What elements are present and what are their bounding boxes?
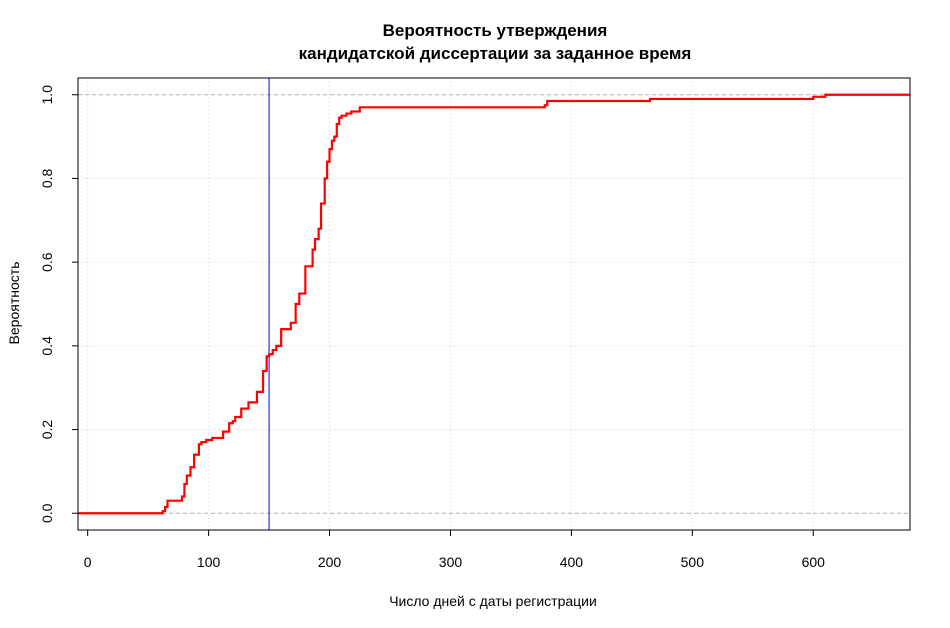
y-tick-label-2: 0.4 — [39, 336, 55, 356]
grid — [78, 78, 910, 530]
x-tick-label-2: 200 — [318, 554, 342, 570]
x-tick-label-1: 100 — [197, 554, 221, 570]
x-tick-label-3: 300 — [439, 554, 463, 570]
reference-lines — [78, 78, 910, 530]
y-tick-label-0: 0.0 — [39, 503, 55, 523]
x-tick-label-0: 0 — [84, 554, 92, 570]
y-axis-label: Вероятность — [6, 262, 22, 345]
series — [78, 93, 910, 515]
y-tick-label-4: 0.8 — [39, 169, 55, 189]
y-tick-label-5: 1.0 — [39, 85, 55, 105]
y-tick-label-1: 0.2 — [39, 420, 55, 440]
x-tick-label-4: 400 — [560, 554, 584, 570]
y-axis: 0.0 0.2 0.4 0.6 0.8 1.0 — [39, 85, 78, 523]
x-tick-label-5: 500 — [681, 554, 705, 570]
y-tick-label-3: 0.6 — [39, 252, 55, 272]
x-axis: 0 100 200 300 400 500 600 — [84, 530, 825, 570]
x-axis-label: Число дней с даты регистрации — [389, 593, 597, 609]
series-line-0 — [78, 93, 910, 515]
chart-title-line-2: кандидатской диссертации за заданное вре… — [299, 44, 692, 63]
chart-title-line-1: Вероятность утверждения — [383, 21, 608, 40]
plot-frame — [77, 77, 911, 531]
x-tick-label-6: 600 — [802, 554, 826, 570]
